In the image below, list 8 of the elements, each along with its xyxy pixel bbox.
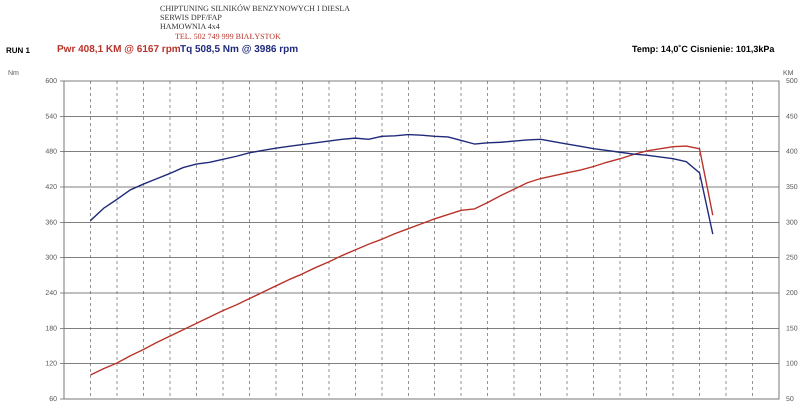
text: TEL. 502 749 999 BIAŁYSTOK <box>175 32 281 41</box>
text: Pwr 408,1 KM @ 6167 rpm <box>57 44 181 55</box>
text: Tq 508,5 Nm @ 3986 rpm <box>180 44 298 55</box>
text: SERWIS DPF/FAP <box>160 13 222 22</box>
text: Temp: 14,0˚C Cisnienie: 101,3kPa <box>632 44 774 54</box>
text: HAMOWNIA 4x4 <box>160 22 220 31</box>
text: CHIPTUNING SILNIKÓW BENZYNOWYCH I DIESLA <box>160 4 350 13</box>
text: RUN 1 <box>6 46 30 55</box>
